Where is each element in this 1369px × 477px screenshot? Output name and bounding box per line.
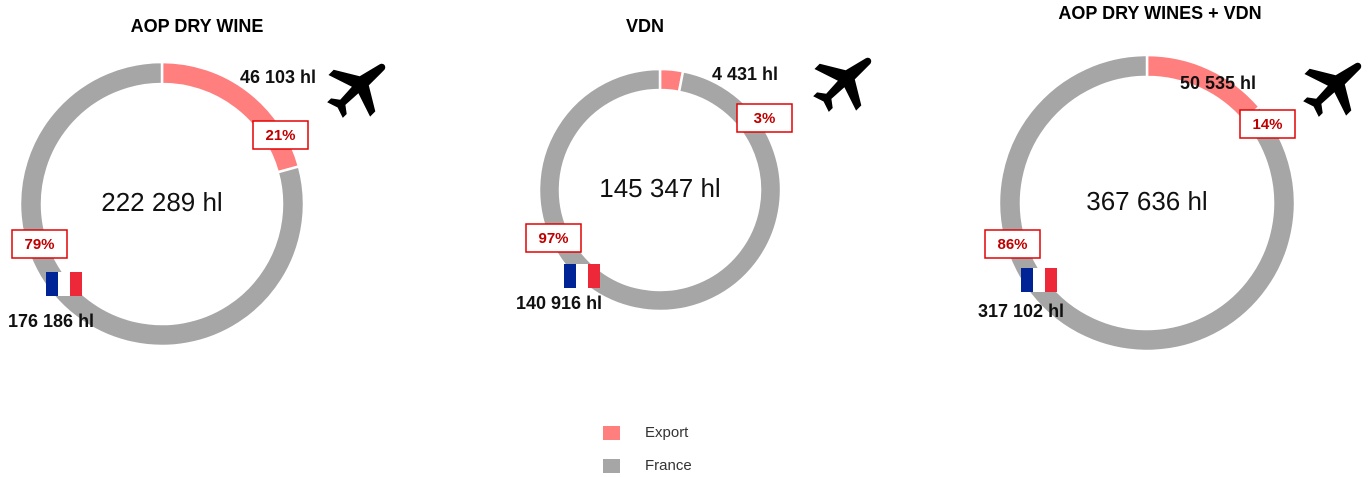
percent-box [984, 229, 1041, 259]
center-total: 145 347 hl [599, 173, 720, 203]
france-value: 317 102 hl [978, 301, 1064, 321]
france-flag [564, 264, 600, 288]
plane-shape [327, 63, 386, 118]
france-flag [46, 272, 82, 296]
flag-red [588, 264, 600, 288]
legend-swatch [603, 426, 620, 440]
plane-shape [1303, 62, 1362, 117]
percent-label: 21% [265, 127, 295, 144]
flag-blue [564, 264, 576, 288]
plane-icon [327, 63, 386, 118]
plane-shape [813, 57, 872, 112]
flag-red [70, 272, 82, 296]
flag-white [1033, 268, 1045, 292]
legend-label: France [645, 457, 692, 474]
percent-box [252, 120, 309, 150]
export-value: 46 103 hl [240, 67, 316, 87]
flag-white [576, 264, 588, 288]
export-value: 50 535 hl [1180, 73, 1256, 93]
chart-title: AOP DRY WINE [131, 16, 264, 36]
percent-box [525, 223, 582, 253]
plane-icon [813, 57, 872, 112]
percent-label: 14% [1252, 116, 1282, 133]
center-total: 222 289 hl [101, 187, 222, 217]
percent-label: 86% [997, 236, 1027, 253]
percent-label: 3% [754, 110, 776, 127]
flag-red [1045, 268, 1057, 292]
percent-label: 79% [24, 236, 54, 253]
percent-box [1239, 109, 1296, 139]
plane-icon [1303, 62, 1362, 117]
center-total: 367 636 hl [1086, 186, 1207, 216]
france-flag [1021, 268, 1057, 292]
percent-label: 97% [538, 230, 568, 247]
flag-blue [46, 272, 58, 296]
legend-swatch [603, 459, 620, 473]
donut-slice [997, 53, 1297, 353]
donut-slice [537, 67, 783, 313]
france-value: 176 186 hl [8, 311, 94, 331]
percent-box [736, 103, 793, 133]
export-value: 4 431 hl [712, 64, 778, 84]
legend-label: Export [645, 424, 689, 441]
flag-blue [1021, 268, 1033, 292]
chart-title: VDN [626, 16, 664, 36]
chart-title: AOP DRY WINES + VDN [1058, 3, 1261, 23]
percent-box [11, 229, 68, 259]
donut-slice [18, 60, 306, 348]
france-value: 140 916 hl [516, 293, 602, 313]
flag-white [58, 272, 70, 296]
